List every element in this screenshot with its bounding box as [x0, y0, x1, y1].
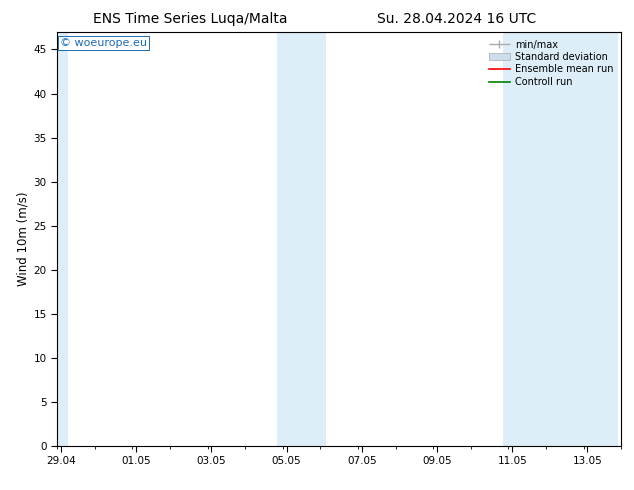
Legend: min/max, Standard deviation, Ensemble mean run, Controll run: min/max, Standard deviation, Ensemble me…	[486, 37, 616, 90]
Bar	[277, 32, 326, 446]
Text: Su. 28.04.2024 16 UTC: Su. 28.04.2024 16 UTC	[377, 12, 536, 26]
Text: ENS Time Series Luqa/Malta: ENS Time Series Luqa/Malta	[93, 12, 287, 26]
Text: © woeurope.eu: © woeurope.eu	[60, 38, 147, 48]
Bar	[503, 32, 618, 446]
Y-axis label: Wind 10m (m/s): Wind 10m (m/s)	[16, 192, 29, 286]
Bar	[57, 32, 68, 446]
